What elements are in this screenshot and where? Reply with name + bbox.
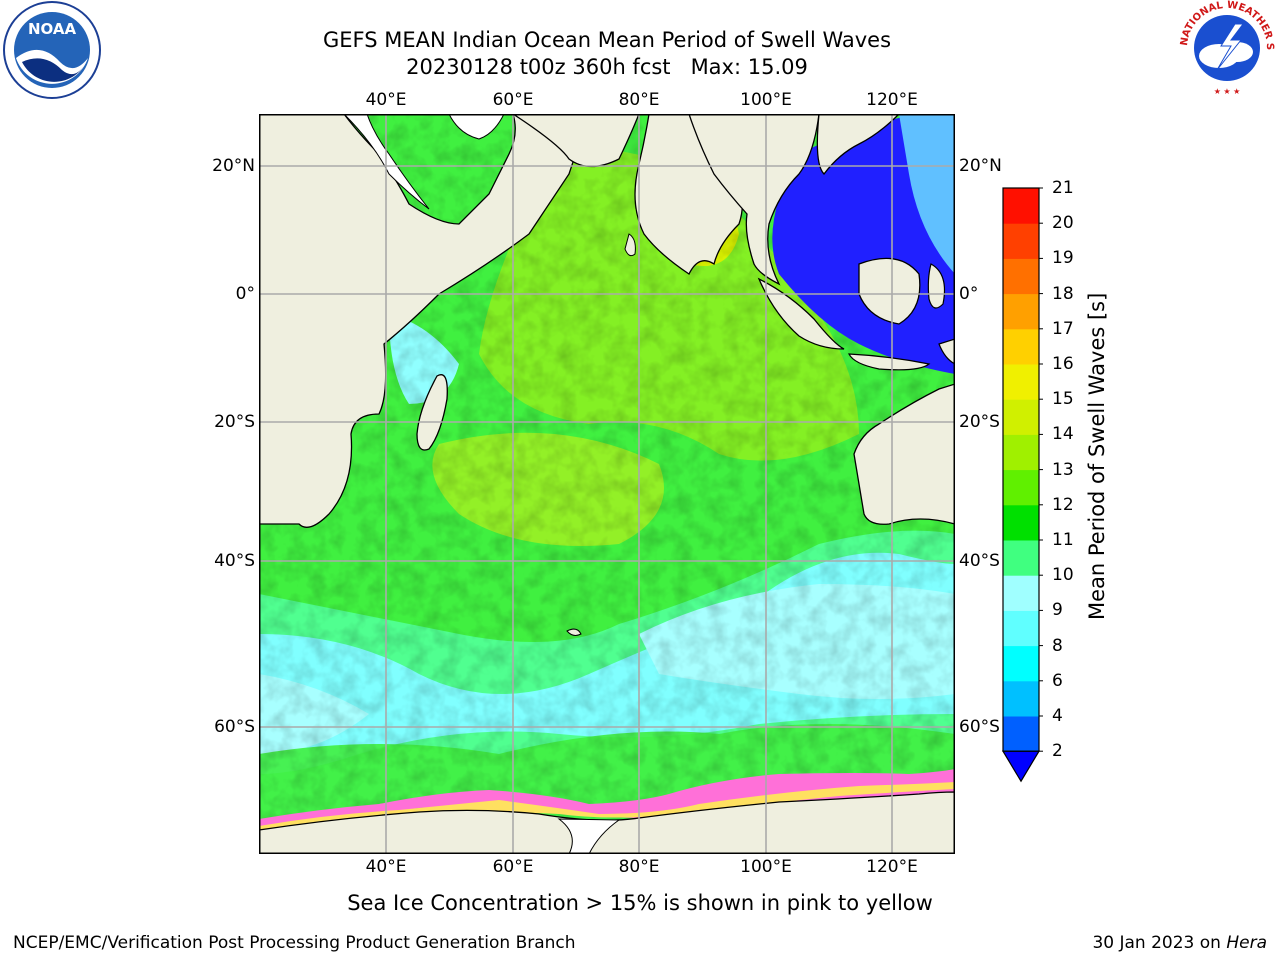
lon-label-bottom: 60°E xyxy=(492,857,534,877)
colorbar-segment xyxy=(1003,364,1039,400)
sea-ice-note: Sea Ice Concentration > 15% is shown in … xyxy=(347,891,933,915)
colorbar-tick-label: 9 xyxy=(1052,600,1063,621)
colorbar-tick-label: 10 xyxy=(1052,565,1074,586)
lat-label-right: 0° xyxy=(959,284,979,304)
lat-label-left: 40°S xyxy=(214,551,255,571)
graticule xyxy=(259,114,955,854)
colorbar-segment xyxy=(1003,434,1039,471)
colorbar-tick-label: 2 xyxy=(1052,741,1063,762)
colorbar-segment xyxy=(1003,293,1039,330)
land-sumatra xyxy=(757,277,845,350)
land-africa xyxy=(259,114,590,528)
lat-label-left: 20°N xyxy=(212,156,255,176)
colorbar-title: Mean Period of Swell Waves [s] xyxy=(1085,292,1109,620)
lat-label-left: 0° xyxy=(235,284,255,304)
land-madagascar xyxy=(416,374,448,451)
colorbar-tick-label: 16 xyxy=(1052,354,1074,374)
chart-title: GEFS MEAN Indian Ocean Mean Period of Sw… xyxy=(322,28,892,52)
lon-label-top: 120°E xyxy=(866,90,918,110)
colorbar-tick-label: 17 xyxy=(1052,318,1074,339)
colorbar-segment xyxy=(1003,399,1039,435)
lat-label-right: 20°N xyxy=(959,156,1002,176)
colorbar-tick-label: 20 xyxy=(1052,213,1074,234)
lon-label-bottom: 120°E xyxy=(866,857,918,877)
colorbar-tick-label: 18 xyxy=(1052,283,1074,304)
land-borneo xyxy=(858,257,921,325)
footer-right: 30 Jan 2023 on Hera xyxy=(1092,933,1267,953)
colorbar-extension xyxy=(1001,750,1041,783)
lon-label-bottom: 100°E xyxy=(740,857,792,877)
chart-subtitle: 20230128 t00z 360h fcst Max: 15.09 xyxy=(406,55,808,79)
sea-ice-band xyxy=(259,769,955,832)
colorbar-tick-label: 8 xyxy=(1052,635,1063,656)
colorbar-segment xyxy=(1003,504,1039,541)
lon-label-bottom: 80°E xyxy=(618,857,660,877)
colorbar-tick-label: 12 xyxy=(1052,494,1074,515)
colorbar-segment xyxy=(1003,610,1039,647)
colorbar-segment xyxy=(1003,645,1039,682)
lon-label-top: 40°E xyxy=(365,90,407,110)
colorbar-segment xyxy=(1003,223,1039,259)
colorbar-segment xyxy=(1003,716,1039,752)
colorbar-segment xyxy=(1003,328,1039,365)
colorbar-segment xyxy=(1003,469,1039,506)
footer-left: NCEP/EMC/Verification Post Processing Pr… xyxy=(13,933,576,953)
lat-label-right: 40°S xyxy=(959,551,1000,571)
colorbar-tick-label: 19 xyxy=(1052,248,1074,269)
colorbar-segment xyxy=(1003,680,1039,717)
colorbar-segment xyxy=(1003,540,1039,576)
colorbar-tick-label: 4 xyxy=(1052,706,1063,726)
colorbar-tick-label: 11 xyxy=(1052,530,1074,550)
noaa-logo-text: NOAA xyxy=(28,20,77,38)
colorbar-segment xyxy=(1003,575,1039,611)
nws-logo: NATIONAL WEATHER SERVICE ★ ★ ★ xyxy=(1177,0,1275,96)
map-frame xyxy=(259,114,955,854)
svg-text:★ ★ ★: ★ ★ ★ xyxy=(1214,87,1241,96)
lat-label-right: 60°S xyxy=(959,717,1000,737)
colorbar-tick-label: 6 xyxy=(1052,670,1063,691)
colorbar-segment xyxy=(1003,258,1039,295)
footer-machine: Hera xyxy=(1226,933,1267,953)
colorbar-tick-label: 15 xyxy=(1052,389,1074,410)
colorbar-segment xyxy=(1003,188,1039,224)
lon-label-bottom: 40°E xyxy=(365,857,407,877)
lat-label-left: 60°S xyxy=(214,717,255,737)
lon-label-top: 100°E xyxy=(740,90,792,110)
lat-label-left: 20°S xyxy=(214,412,255,432)
lon-label-top: 80°E xyxy=(618,90,660,110)
colorbar-tick-label: 21 xyxy=(1052,178,1074,198)
colorbar-tick-label: 13 xyxy=(1052,459,1074,480)
colorbar xyxy=(1001,187,1043,783)
lon-label-top: 60°E xyxy=(492,90,534,110)
footer-date: 30 Jan 2023 on xyxy=(1092,933,1227,953)
map-panel xyxy=(259,114,955,854)
land-se-asia xyxy=(688,114,820,286)
colorbar-tick-label: 14 xyxy=(1052,424,1074,445)
noaa-logo: NOAA xyxy=(3,1,101,99)
lat-label-right: 20°S xyxy=(959,412,1000,432)
